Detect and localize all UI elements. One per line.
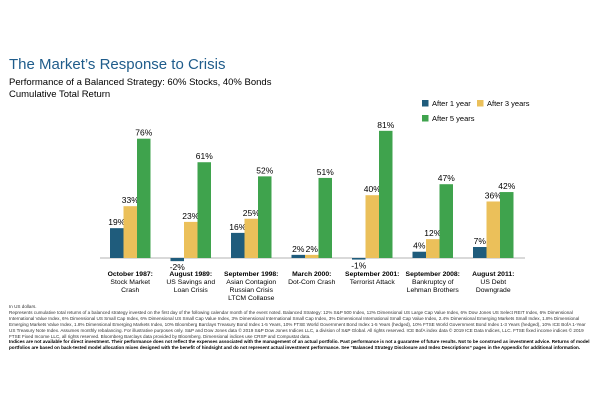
bar-after-5-years-5 [439,184,453,258]
footnotes: In US dollars. Represents cumulative tot… [9,304,592,351]
bar-chart: 19% -2% 16% 2% -1% 4% 7% 33% 23% 25% 2% 40% 12% 36% 76… [100,99,530,300]
chart-subtitle: Performance of a Balanced Strategy: 60% … [9,77,272,88]
category-label-2-line1: September 1998: [224,271,278,278]
category-label-1-line2: US Savings and [166,279,215,286]
data-label-after-1-year-4: -1% [351,261,367,271]
bar-after-3-years-1 [184,221,198,258]
bar-after-1-year-1 [170,258,184,262]
bar-after-5-years-4 [379,130,393,258]
data-label-after-3-years-3: 2% [306,244,319,254]
data-label-after-3-years-4: 40% [364,184,381,194]
bar-after-1-year-6 [473,247,487,258]
bar-after-3-years-2 [244,218,258,258]
bar-after-3-years-5 [426,239,440,258]
bar-after-1-year-0 [110,228,124,258]
data-label-after-1-year-3: 2% [292,244,305,254]
category-label-3-line1: March 2000: [292,271,331,278]
category-label-4-line2: Terrorist Attack [350,279,396,286]
bar-after-3-years-6 [486,201,500,258]
data-label-after-5-years-5: 47% [438,173,455,183]
category-label-6-line1: August 2011: [472,271,514,278]
data-label-after-1-year-2: 16% [229,222,246,232]
bar-after-3-years-4 [365,195,379,258]
footnote-currency: In US dollars. [9,304,37,309]
bar-after-1-year-2 [231,232,245,258]
data-label-after-5-years-2: 52% [256,165,273,175]
bar-after-5-years-1 [197,162,211,258]
legend-swatch-after-1-year [422,100,429,107]
data-label-after-3-years-1: 23% [182,211,199,221]
category-label-1-line3: Loan Crisis [174,287,209,294]
category-label-0-line1: October 1987: [108,271,153,278]
category-label-5-line2: Bankruptcy of [412,279,454,286]
category-label-4-line1: September 2001: [345,271,399,278]
legend-label-after-5-years: After 5 years [432,114,475,123]
bar-after-5-years-2 [258,176,272,258]
data-label-after-1-year-0: 19% [108,217,125,227]
data-label-after-3-years-6: 36% [485,190,502,200]
category-label-6-line3: Downgrade [476,287,511,294]
bar-after-3-years-0 [123,206,137,258]
data-label-after-1-year-6: 7% [474,236,487,246]
category-label-2-line2: Asian Contagion [226,279,276,286]
bar-after-3-years-3 [305,254,319,258]
category-label-5-line3: Lehman Brothers [407,287,460,294]
data-label-after-5-years-6: 42% [498,181,515,191]
bar-after-5-years-0 [137,138,151,258]
category-label-2-line3: Russian Crisis [230,287,274,294]
bar-after-1-year-5 [412,251,426,258]
bar-after-1-year-4 [352,258,366,260]
legend-swatch-after-5-years [422,115,429,122]
category-label-1-line1: August 1989: [169,271,212,278]
category-label-0-line3: Crash [121,287,139,294]
legend-swatch-after-3-years [477,100,484,107]
category-label-2-line4: LTCM Collapse [228,295,275,300]
legend-label-after-3-years: After 3 years [487,99,530,108]
data-label-after-3-years-5: 12% [424,228,441,238]
legend-label-after-1-year: After 1 year [432,99,471,108]
page-title: The Market’s Response to Crisis [9,56,226,73]
bar-after-5-years-6 [500,192,514,258]
data-label-after-5-years-0: 76% [135,128,152,138]
data-label-after-1-year-5: 4% [413,241,426,251]
data-label-after-3-years-2: 25% [243,208,260,218]
bar-after-1-year-3 [291,254,305,258]
footnote-methodology: Represents cumulative total returns of a… [9,309,586,339]
footnote-disclaimer: Indices are not available for direct inv… [9,339,590,351]
chart-subtitle-return-type: Cumulative Total Return [9,89,111,100]
category-label-5-line1: September 2008: [406,271,460,278]
data-label-after-3-years-0: 33% [122,195,139,205]
data-label-after-5-years-1: 61% [196,151,213,161]
data-label-after-5-years-3: 51% [317,167,334,177]
data-label-after-1-year-1: -2% [170,262,186,272]
category-label-0-line2: Stock Market [110,279,150,286]
bar-after-5-years-3 [318,177,332,258]
category-label-3-line2: Dot-Com Crash [288,279,335,286]
category-label-6-line2: US Debt [480,279,506,286]
data-label-after-5-years-4: 81% [377,120,394,130]
